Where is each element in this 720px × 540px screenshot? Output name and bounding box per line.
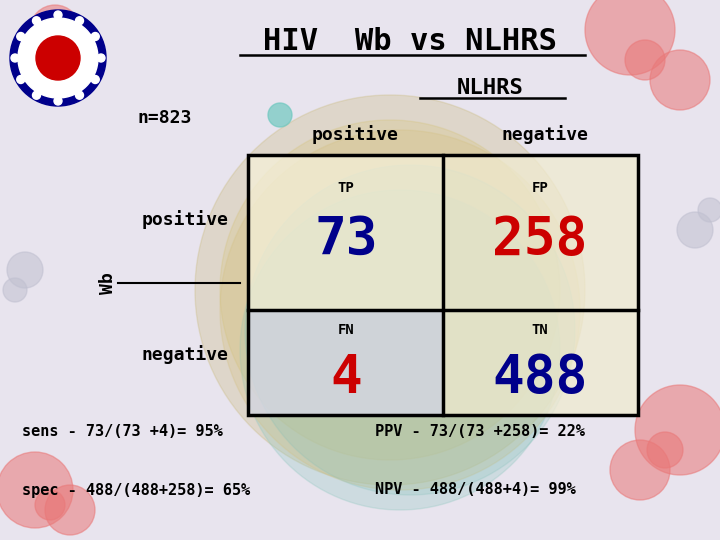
Circle shape bbox=[585, 0, 675, 75]
Bar bbox=[443, 155, 638, 310]
Circle shape bbox=[91, 32, 99, 40]
Circle shape bbox=[76, 91, 84, 99]
Circle shape bbox=[7, 252, 43, 288]
Bar bbox=[443, 310, 638, 415]
Circle shape bbox=[220, 120, 560, 460]
Circle shape bbox=[698, 198, 720, 222]
Text: positive: positive bbox=[142, 211, 228, 229]
Text: TN: TN bbox=[531, 323, 549, 337]
Circle shape bbox=[35, 490, 65, 520]
Circle shape bbox=[11, 54, 19, 62]
Text: 488: 488 bbox=[492, 352, 588, 404]
Text: HIV  Wb vs NLHRS: HIV Wb vs NLHRS bbox=[263, 28, 557, 57]
Circle shape bbox=[10, 10, 106, 106]
Text: FP: FP bbox=[531, 181, 549, 195]
Circle shape bbox=[610, 440, 670, 500]
Text: negative: negative bbox=[502, 125, 588, 145]
Circle shape bbox=[17, 76, 24, 84]
Circle shape bbox=[36, 36, 80, 80]
Text: Wb: Wb bbox=[99, 272, 117, 294]
Text: 73: 73 bbox=[314, 214, 378, 266]
Circle shape bbox=[54, 97, 62, 105]
Circle shape bbox=[18, 18, 98, 98]
Circle shape bbox=[245, 165, 575, 495]
Circle shape bbox=[17, 32, 24, 40]
Circle shape bbox=[12, 32, 48, 68]
Circle shape bbox=[268, 103, 292, 127]
Circle shape bbox=[0, 452, 73, 528]
Text: PPV - 73/(73 +258)= 22%: PPV - 73/(73 +258)= 22% bbox=[375, 424, 585, 440]
Text: 258: 258 bbox=[492, 214, 588, 266]
Circle shape bbox=[677, 212, 713, 248]
Text: NLHRS: NLHRS bbox=[456, 78, 523, 98]
Circle shape bbox=[91, 76, 99, 84]
Text: FN: FN bbox=[338, 323, 354, 337]
Circle shape bbox=[635, 385, 720, 475]
Circle shape bbox=[647, 432, 683, 468]
Bar bbox=[248, 155, 443, 310]
Text: 4: 4 bbox=[330, 352, 362, 404]
Circle shape bbox=[220, 130, 580, 490]
Text: TP: TP bbox=[338, 181, 354, 195]
Circle shape bbox=[650, 50, 710, 110]
Circle shape bbox=[97, 54, 105, 62]
Text: n=823: n=823 bbox=[138, 109, 192, 127]
Circle shape bbox=[240, 190, 560, 510]
Circle shape bbox=[30, 5, 80, 55]
Text: negative: negative bbox=[142, 346, 228, 365]
Circle shape bbox=[54, 11, 62, 19]
Circle shape bbox=[32, 17, 40, 25]
Bar bbox=[248, 155, 638, 415]
Circle shape bbox=[76, 17, 84, 25]
Text: NPV - 488/(488+4)= 99%: NPV - 488/(488+4)= 99% bbox=[375, 483, 576, 497]
Circle shape bbox=[3, 278, 27, 302]
Text: sens - 73/(73 +4)= 95%: sens - 73/(73 +4)= 95% bbox=[22, 424, 222, 440]
Circle shape bbox=[45, 485, 95, 535]
Text: positive: positive bbox=[312, 125, 398, 145]
Circle shape bbox=[625, 40, 665, 80]
Circle shape bbox=[32, 91, 40, 99]
Text: spec - 488/(488+258)= 65%: spec - 488/(488+258)= 65% bbox=[22, 483, 250, 497]
Circle shape bbox=[195, 95, 585, 485]
Bar bbox=[248, 310, 443, 415]
